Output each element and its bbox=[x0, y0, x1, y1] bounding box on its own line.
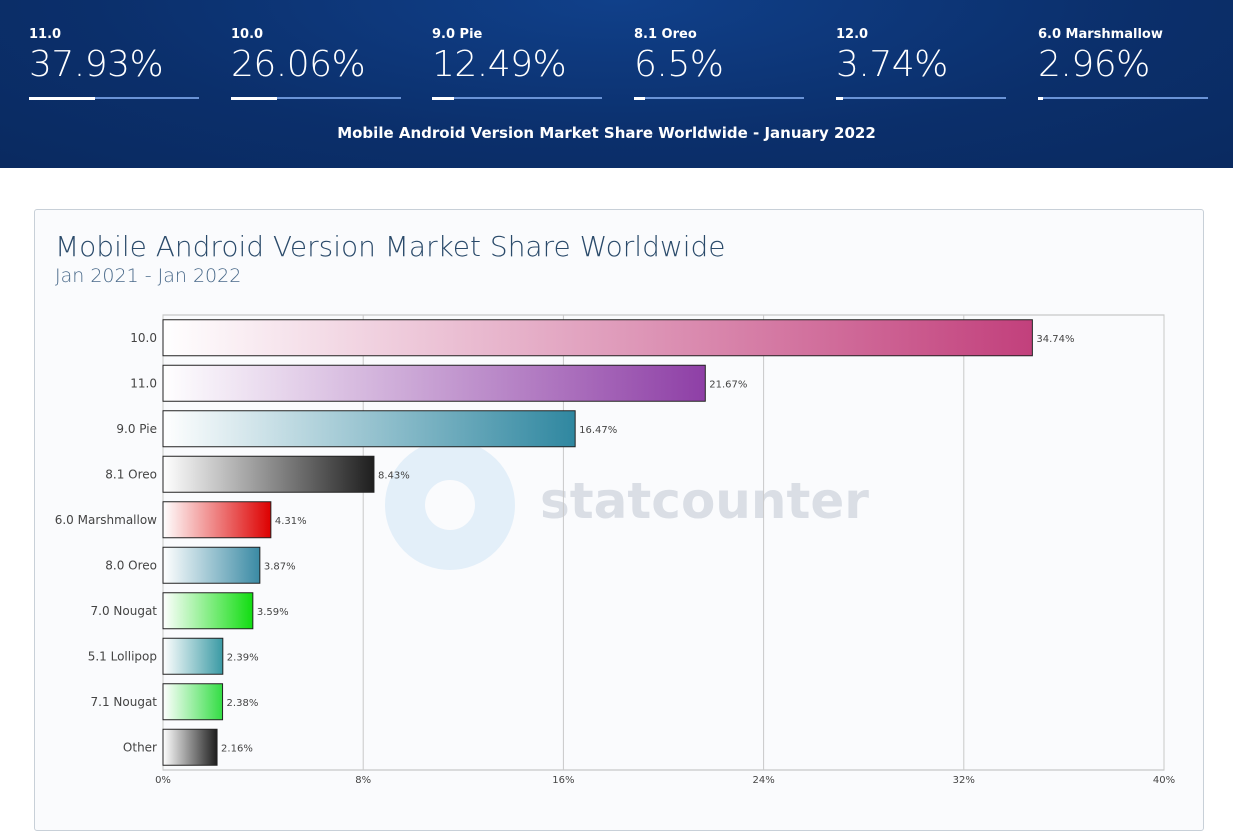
stat-value: 37.93% bbox=[29, 44, 164, 85]
stat-progress-fill bbox=[634, 96, 646, 100]
stat-1: 10.0 26.06% bbox=[231, 27, 401, 100]
stat-label: 10.0 bbox=[231, 27, 264, 42]
stat-progress-bar bbox=[231, 96, 401, 100]
stat-progress-bar bbox=[29, 96, 199, 100]
stat-value: 26.06% bbox=[231, 44, 366, 85]
stat-progress-fill bbox=[432, 96, 454, 100]
chart-subtitle: Jan 2021 - Jan 2022 bbox=[55, 265, 242, 287]
stat-label: 11.0 bbox=[29, 27, 62, 42]
stat-value: 3.74% bbox=[836, 44, 948, 85]
stat-label: 9.0 Pie bbox=[432, 27, 483, 42]
stat-value: 6.5% bbox=[634, 44, 724, 85]
stat-value: 2.96% bbox=[1038, 44, 1150, 85]
stat-label: 12.0 bbox=[836, 27, 869, 42]
stat-progress-fill bbox=[1038, 96, 1044, 100]
stat-5: 6.0 Marshmallow 2.96% bbox=[1038, 27, 1208, 100]
chart-title: Mobile Android Version Market Share Worl… bbox=[55, 230, 726, 263]
stat-progress-bar bbox=[432, 96, 602, 100]
stat-0: 11.0 37.93% bbox=[29, 27, 199, 100]
stat-4: 12.0 3.74% bbox=[836, 27, 1006, 100]
stat-progress-fill bbox=[29, 96, 96, 100]
stat-progress-fill bbox=[231, 96, 277, 100]
stat-value: 12.49% bbox=[432, 44, 567, 85]
summary-header: 11.0 37.93% 10.0 26.06% 9.0 Pie 12.49% 8… bbox=[0, 0, 1233, 168]
stat-progress-fill bbox=[836, 96, 843, 100]
chart-card: Mobile Android Version Market Share Worl… bbox=[34, 209, 1204, 831]
stat-2: 9.0 Pie 12.49% bbox=[432, 27, 602, 100]
stat-progress-bar bbox=[1038, 96, 1208, 100]
stat-progress-bar bbox=[836, 96, 1006, 100]
header-title: Mobile Android Version Market Share Worl… bbox=[337, 124, 876, 142]
stat-3: 8.1 Oreo 6.5% bbox=[634, 27, 804, 100]
stat-progress-bar bbox=[634, 96, 804, 100]
stat-label: 6.0 Marshmallow bbox=[1038, 27, 1163, 42]
stat-label: 8.1 Oreo bbox=[634, 27, 697, 42]
